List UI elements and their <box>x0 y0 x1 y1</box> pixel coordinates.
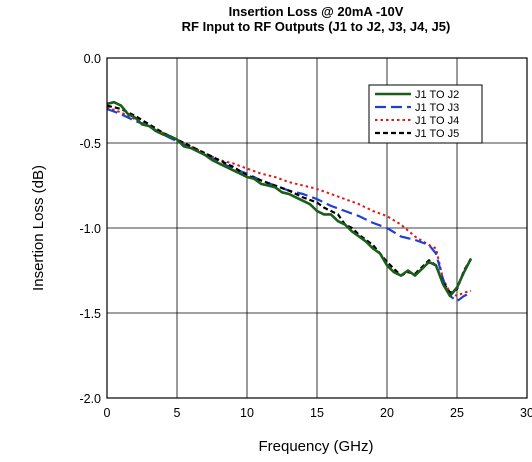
x-tick-label: 15 <box>310 406 324 420</box>
x-tick-label: 10 <box>240 406 254 420</box>
y-tick-label: -1.5 <box>79 307 101 321</box>
legend-entry-label: J1 TO J3 <box>415 102 459 114</box>
x-axis-label: Frequency (GHz) <box>258 438 373 455</box>
x-tick-labels: 0 5 10 15 20 25 30 <box>104 406 532 420</box>
y-tick-label: 0.0 <box>84 52 101 66</box>
x-tick-label: 5 <box>174 406 181 420</box>
series-line-j1-to-j3 <box>106 107 472 303</box>
x-tick-label: 25 <box>450 406 464 420</box>
legend-entry-label: J1 TO J4 <box>415 115 459 127</box>
y-tick-label: -1.0 <box>79 222 101 236</box>
chart-title: Insertion Loss @ 20mA -10V <box>229 4 404 19</box>
y-tick-label: -0.5 <box>79 137 101 151</box>
series-line-j1-to-j4 <box>106 106 472 297</box>
plot-area-border <box>106 57 528 399</box>
legend-entry-label: J1 TO J2 <box>415 89 459 101</box>
legend-entry-label: J1 TO J5 <box>415 128 459 140</box>
y-axis-label: Insertion Loss (dB) <box>30 165 47 291</box>
series-group <box>106 100 473 303</box>
y-tick-label: -2.0 <box>79 392 101 406</box>
x-tick-label: 20 <box>380 406 394 420</box>
chart-subtitle: RF Input to RF Outputs (J1 to J2, J3, J4… <box>182 19 451 34</box>
series-line-j1-to-j2 <box>106 100 473 298</box>
x-tick-label: 0 <box>104 406 111 420</box>
x-tick-label: 30 <box>520 406 532 420</box>
y-tick-labels: 0.0 -0.5 -1.0 -1.5 -2.0 <box>79 52 101 406</box>
